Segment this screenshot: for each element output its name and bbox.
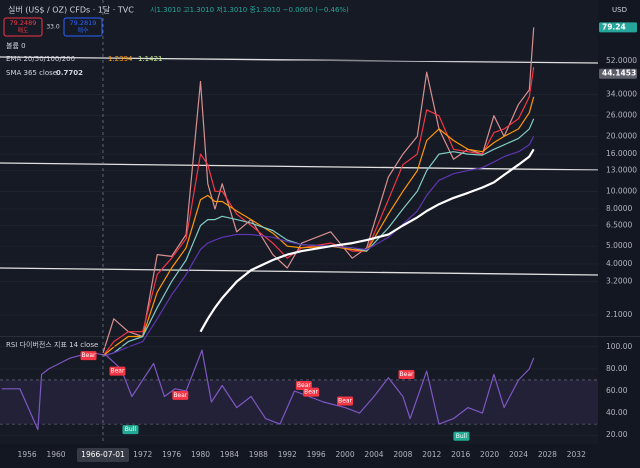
y-tick-label: 52.0000 xyxy=(606,56,637,65)
series-line xyxy=(102,96,535,357)
signal-label: Bear xyxy=(400,371,414,378)
sell-button[interactable] xyxy=(3,17,43,37)
x-tick-label: 1984 xyxy=(220,450,239,459)
y-tick-label: 16.0000 xyxy=(606,149,637,158)
signal-box xyxy=(172,390,189,400)
volume-legend: 볼륨 0 xyxy=(6,41,26,50)
x-tick-label: 1988 xyxy=(249,450,268,459)
buy-button[interactable] xyxy=(63,17,103,37)
y-tick-label: 20.0000 xyxy=(606,131,637,140)
x-tick-label: 2020 xyxy=(480,450,499,459)
y-tick-label: 8.0000 xyxy=(606,204,632,213)
ema-value: 1.2394 xyxy=(108,55,133,63)
buy-price: 79.2819 xyxy=(70,19,97,27)
price-tag-label: 79.24 xyxy=(602,22,626,31)
x-tick-label: 2032 xyxy=(567,450,586,459)
y-tick-label: 20.00 xyxy=(606,430,628,439)
signal-label: Bear xyxy=(304,389,318,396)
ema-value: 1.1421 xyxy=(138,55,163,63)
y-tick-label: 34.0000 xyxy=(606,89,637,98)
y-tick-label: 6.5000 xyxy=(606,220,632,229)
series-line xyxy=(102,136,535,357)
sell-price: 79.2489 xyxy=(10,19,37,27)
trend-line xyxy=(0,162,599,171)
spread: 33.0 xyxy=(46,24,60,31)
signal-label: Bear xyxy=(338,397,352,404)
x-tick-label: 1992 xyxy=(278,450,297,459)
x-tick-label: 1960 xyxy=(46,450,65,459)
sell-label: 매도 xyxy=(17,27,29,35)
y-tick-label: 60.00 xyxy=(606,386,628,395)
x-tick-label: 2016 xyxy=(451,450,470,459)
trend-line xyxy=(0,267,599,276)
symbol-title: 실버 (US$ / OZ) CFDs · 1달 · TVC xyxy=(8,5,134,15)
crosshair-label: 1966-07-01 xyxy=(81,450,125,459)
y-tick-label: 80.00 xyxy=(606,364,628,373)
signal-label: Bear xyxy=(297,382,311,389)
signal-box xyxy=(80,351,97,361)
x-tick-label: 2024 xyxy=(509,450,528,459)
y-tick-label: 100.00 xyxy=(606,342,632,351)
price-tag xyxy=(599,68,637,79)
y-tick-label: 2.1000 xyxy=(606,310,632,319)
series-line xyxy=(1,349,535,431)
signal-label: Bull xyxy=(125,426,137,433)
signal-box xyxy=(453,431,470,441)
sma-legend: SMA 365 close xyxy=(6,69,57,77)
signal-label: Bear xyxy=(110,368,124,375)
x-tick-label: 1972 xyxy=(133,450,152,459)
x-tick-label: 2012 xyxy=(422,450,441,459)
signal-box xyxy=(109,366,126,376)
y-tick-label: 10.0000 xyxy=(606,186,637,195)
signal-box xyxy=(122,425,139,435)
crosshair-label-bg xyxy=(76,448,129,462)
signal-box xyxy=(303,387,320,397)
trend-line xyxy=(0,56,599,64)
signal-label: Bull xyxy=(456,433,468,440)
x-tick-label: 1976 xyxy=(162,450,181,459)
ema-legend: EMA 20/50/100/200 xyxy=(6,55,75,63)
series-line xyxy=(199,148,535,333)
signal-label: Bear xyxy=(82,352,96,359)
y-tick-label: 13.0000 xyxy=(606,166,637,175)
price-tag-label: 44.1453 xyxy=(602,69,636,78)
signal-box xyxy=(398,369,415,379)
sma-value: 0.7702 xyxy=(56,69,83,77)
rsi-legend: RSI 다이버전스 지표 14 close xyxy=(6,340,98,349)
y-tick-label: 3.2000 xyxy=(606,277,632,286)
x-tick-label: 1956 xyxy=(18,450,37,459)
x-tick-label: 2028 xyxy=(538,450,557,459)
x-tick-label: 2008 xyxy=(393,450,412,459)
x-tick-label: 1996 xyxy=(307,450,326,459)
ohlc: 시1.3010 고1.3010 저1.3010 종1.3010 −0.0060 … xyxy=(150,5,349,14)
price-tag xyxy=(599,22,637,33)
y-tick-label: 4.0000 xyxy=(606,259,632,268)
signal-label: Bear xyxy=(173,392,187,399)
y-tick-label: 5.0000 xyxy=(606,241,632,250)
x-tick-label: 2004 xyxy=(364,450,383,459)
x-tick-label: 2000 xyxy=(336,450,355,459)
y-tick-label: 40.00 xyxy=(606,408,628,417)
x-tick-label: 1980 xyxy=(191,450,210,459)
y-tick-label: 26.0000 xyxy=(606,111,637,120)
buy-label: 매수 xyxy=(77,27,89,35)
currency[interactable]: USD xyxy=(612,6,627,14)
signal-box xyxy=(337,396,354,406)
